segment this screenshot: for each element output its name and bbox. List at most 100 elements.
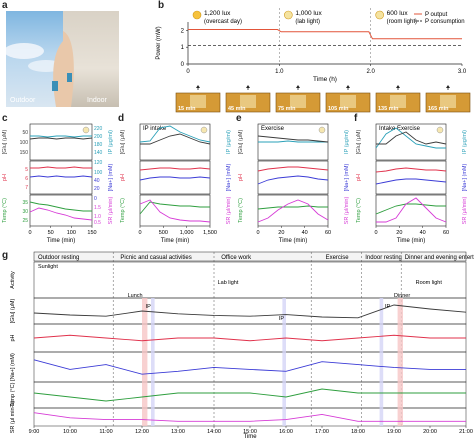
right-tick-label: 40 [94, 178, 100, 184]
light-condition-icon [375, 10, 384, 20]
plot-frame [375, 194, 447, 227]
left-tick-label: 5 [25, 167, 28, 173]
right-tick-label: 0 [94, 196, 97, 202]
g-xtick-label: 16:00 [279, 429, 293, 435]
thumbnail-device [390, 95, 406, 108]
panel-label-e: e [236, 113, 242, 124]
g-xtick-label: 20:00 [423, 429, 437, 435]
g-xtick-label: 9:00 [29, 429, 40, 435]
xtick-label: 20 [278, 230, 284, 236]
xlabel: Time (min) [47, 238, 75, 244]
thumbnail-device [190, 95, 206, 108]
series-temp [139, 201, 210, 215]
series-sr [139, 199, 211, 223]
row-label: Temp (°C) [10, 382, 16, 407]
right-tick-label: 100 [94, 170, 103, 176]
annotation: Exercise [261, 126, 285, 132]
series-ph [30, 166, 92, 169]
b-ytick-label: 2 [181, 28, 185, 34]
thumbnail-label: 45 min [228, 106, 246, 112]
series-temp [257, 205, 328, 210]
xtick-label: 150 [87, 230, 96, 236]
lamp-icon [318, 126, 326, 134]
series-na [29, 175, 93, 178]
plot-frame [375, 160, 447, 195]
right-axis-label: SR (μl/min) [108, 197, 114, 225]
row-label: SR (μl min-1) [10, 401, 16, 434]
xtick-label: 40 [420, 230, 426, 236]
right-tick-label: 120 [94, 160, 103, 166]
right-tick-label: 200 [94, 134, 103, 140]
series-ph [375, 167, 447, 173]
b-xtick-label: 3.0 [458, 69, 467, 75]
chart-b: 0 1 2 0 1.0 2.0 3.0 Time (h) Power (mW) 1,200 lux… [156, 8, 471, 113]
condition-lux: 1,000 lux [295, 10, 322, 17]
xtick-label: 500 [159, 230, 168, 236]
series-sr [33, 412, 466, 422]
xtick-label: 50 [48, 230, 54, 236]
series-na [33, 359, 466, 375]
series-sr [257, 199, 329, 223]
series-glu [29, 137, 93, 140]
thumbnail: 75 min [275, 92, 321, 113]
thumbnail-label: 105 min [328, 106, 349, 112]
thumbnail: 45 min [225, 92, 271, 113]
activity-name: Indoor resting [365, 255, 402, 261]
panel-label-d: d [118, 113, 125, 124]
arrow-head-icon [246, 85, 250, 88]
activity-name: Dinner and evening entertainment [405, 255, 474, 261]
xtick-label: 0 [374, 230, 377, 236]
panel-label-a: a [2, 0, 8, 11]
activity-name: Office work [221, 255, 252, 261]
series-temp [375, 203, 446, 215]
series-glu [376, 131, 447, 145]
g-xtick-label: 21:00 [459, 429, 473, 435]
annotation: Dinner [394, 293, 410, 299]
series-na [257, 175, 329, 185]
left-axis-label: pH [120, 174, 126, 181]
thumbnail-label: 135 min [378, 106, 399, 112]
right-axis-label: SR (μl/min) [344, 197, 350, 225]
left-axis-label: Temp (°C) [356, 198, 362, 223]
right-axis-label: [Na+] (mM) [108, 164, 114, 192]
event-band [282, 298, 286, 426]
plot-frame [257, 194, 329, 227]
legend-output-label: P output [425, 12, 448, 18]
legend-consumption-label: P consumption [425, 19, 465, 25]
annotation: IP intake [143, 126, 167, 132]
left-axis-label: pH [238, 174, 244, 181]
xtick-label: 1,500 [203, 230, 217, 236]
plot-frame [375, 123, 447, 161]
xtick-label: 0 [256, 230, 259, 236]
series-ip [30, 135, 92, 138]
right-axis-label: [Na+] (mM) [226, 164, 232, 192]
arrow-head-icon [446, 85, 450, 88]
left-axis-label: Temp (°C) [238, 198, 244, 223]
series-ip [375, 127, 446, 149]
outdoor-label: Outdoor [10, 97, 36, 104]
indoor-scene-icon [63, 31, 74, 107]
chart-g: Outdoor resting Picnic and casual activit… [10, 251, 474, 438]
outdoor-photo: Outdoor [6, 11, 63, 107]
activity-name: Exercise [326, 255, 350, 261]
activity-name: Outdoor resting [38, 255, 79, 261]
series-ph [139, 167, 211, 171]
series-glu [33, 304, 467, 319]
b-ytick-label: 1 [181, 45, 185, 51]
chart-d: [Glu] (μM) pH Temp (°C) IP (μg/ml) [Na+] (mM… [120, 123, 232, 244]
b-xlabel: Time (h) [313, 76, 337, 83]
series-glu [257, 135, 329, 143]
xtick-label: 0 [138, 230, 141, 236]
b-xtick-label: 0 [186, 69, 190, 75]
left-tick-label: 6 [25, 176, 28, 182]
light-condition-icon [192, 10, 202, 20]
annotation: IP [146, 304, 152, 310]
lamp-icon [82, 126, 90, 134]
chart-f: [Glu] (μM) pH Temp (°C) IP (μg/ml) [Na+] (mM… [356, 123, 468, 244]
series-temp [29, 201, 92, 212]
condition-lux: 600 lux [387, 10, 409, 17]
indoor-label: Indoor [87, 97, 107, 104]
right-axis-label: IP (μg/ml) [226, 130, 232, 154]
condition-lux: 1,200 lux [204, 10, 231, 17]
right-axis-label: SR (μl/min) [226, 197, 232, 225]
